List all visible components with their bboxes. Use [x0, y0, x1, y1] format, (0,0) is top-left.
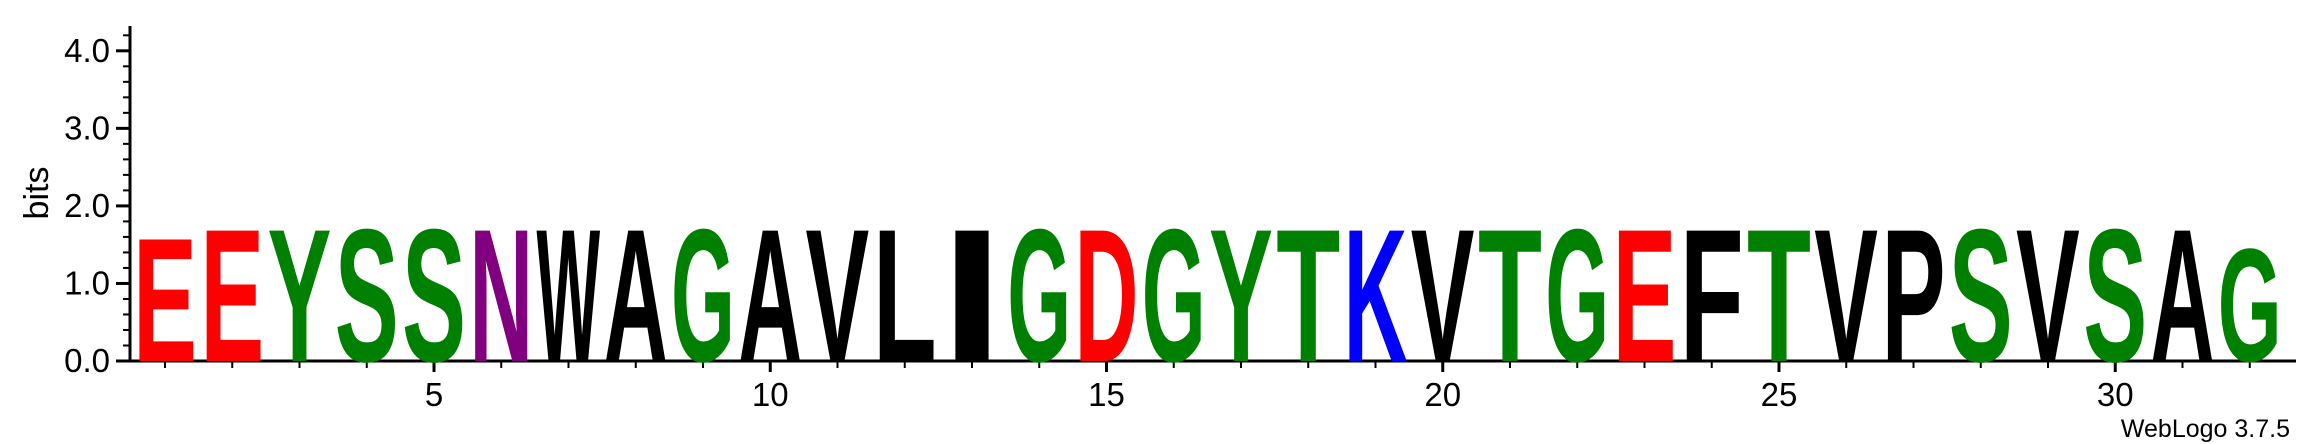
y-tick-label: 1.0 — [64, 264, 110, 301]
svg-text:G: G — [1007, 190, 1071, 401]
logo-letter-G: G — [671, 190, 735, 401]
y-axis-label: bits — [18, 167, 56, 220]
svg-text:L: L — [873, 190, 937, 402]
logo-letter-F: F — [1680, 190, 1744, 402]
y-tick-label: 3.0 — [64, 109, 110, 146]
logo-letter-G: G — [1007, 190, 1071, 401]
svg-text:S: S — [402, 189, 466, 401]
logo-letter-E: E — [133, 202, 197, 400]
logo-letter-E: E — [200, 189, 264, 401]
svg-text:T: T — [1747, 190, 1811, 402]
svg-text:A: A — [2151, 191, 2215, 402]
svg-text:F: F — [1680, 190, 1744, 402]
logo-letter-A: A — [2151, 191, 2215, 402]
svg-text:T: T — [1478, 190, 1542, 402]
x-tick-label: 5 — [425, 376, 443, 413]
x-tick-label: 15 — [1088, 376, 1125, 413]
logo-letter-G: G — [1545, 190, 1609, 401]
logo-letter-S: S — [335, 189, 399, 401]
logo-letter-E: E — [1613, 189, 1677, 401]
y-tick-label: 2.0 — [64, 187, 110, 224]
svg-text:N: N — [469, 191, 533, 402]
svg-text:S: S — [1949, 189, 2013, 401]
svg-text:G: G — [1142, 190, 1206, 401]
x-tick-label: 10 — [752, 376, 789, 413]
svg-text:A: A — [738, 191, 802, 402]
logo-letter-Y: Y — [268, 189, 332, 401]
logo-letter-D: D — [1075, 191, 1139, 402]
logo-letter-W: W — [537, 190, 601, 402]
svg-text:T: T — [1276, 190, 1340, 402]
svg-text:V: V — [2016, 189, 2080, 401]
svg-text:I: I — [940, 189, 1004, 401]
svg-text:W: W — [537, 190, 601, 402]
x-tick-label: 25 — [1761, 376, 1798, 413]
logo-letter-T: T — [1747, 190, 1811, 402]
svg-text:P: P — [1882, 189, 1946, 401]
logo-letter-T: T — [1276, 190, 1340, 402]
logo-letter-A: A — [604, 191, 668, 402]
svg-text:V: V — [1411, 189, 1475, 401]
svg-text:Y: Y — [268, 189, 332, 401]
logo-letter-I: I — [940, 189, 1004, 401]
svg-text:E: E — [1613, 189, 1677, 401]
svg-text:S: S — [2083, 189, 2147, 401]
logo-letter-S: S — [2083, 189, 2147, 401]
weblogo-credit: WebLogo 3.7.5 — [2121, 415, 2290, 443]
svg-text:V: V — [1814, 189, 1878, 401]
svg-text:D: D — [1075, 191, 1139, 402]
x-tick-label: 30 — [2097, 376, 2134, 413]
logo-letter-V: V — [1411, 189, 1475, 401]
logo-letter-N: N — [469, 191, 533, 402]
y-tick-label: 0.0 — [64, 342, 110, 379]
svg-text:G: G — [1545, 190, 1609, 401]
svg-text:G: G — [671, 190, 735, 401]
svg-text:S: S — [335, 189, 399, 401]
logo-letter-V: V — [806, 189, 870, 401]
logo-letter-G: G — [1142, 190, 1206, 401]
logo-letter-P: P — [1882, 189, 1946, 401]
x-tick-label: 20 — [1424, 376, 1461, 413]
svg-text:G: G — [2218, 216, 2282, 396]
logo-letter-V: V — [2016, 189, 2080, 401]
logo-letter-G: G — [2218, 216, 2282, 396]
svg-text:V: V — [806, 189, 870, 401]
logo-letter-L: L — [873, 190, 937, 402]
svg-text:A: A — [604, 191, 668, 402]
logo-letter-S: S — [1949, 189, 2013, 401]
logo-letter-S: S — [402, 189, 466, 401]
y-tick-label: 4.0 — [64, 32, 110, 69]
logo-letter-T: T — [1478, 190, 1542, 402]
logo-letter-A: A — [738, 191, 802, 402]
svg-text:E: E — [200, 189, 264, 401]
logo-letter-Y: Y — [1209, 189, 1273, 401]
x-axis-ticks: 5 10 15 20 25 30 — [164, 361, 2251, 413]
y-axis-ticks: 0.0 1.0 2.0 3.0 4.0 — [64, 32, 130, 379]
logo-letter-V: V — [1814, 189, 1878, 401]
svg-text:E: E — [133, 202, 197, 400]
svg-text:K: K — [1344, 191, 1408, 402]
logo-letter-K: K — [1344, 191, 1408, 402]
svg-text:Y: Y — [1209, 189, 1273, 401]
